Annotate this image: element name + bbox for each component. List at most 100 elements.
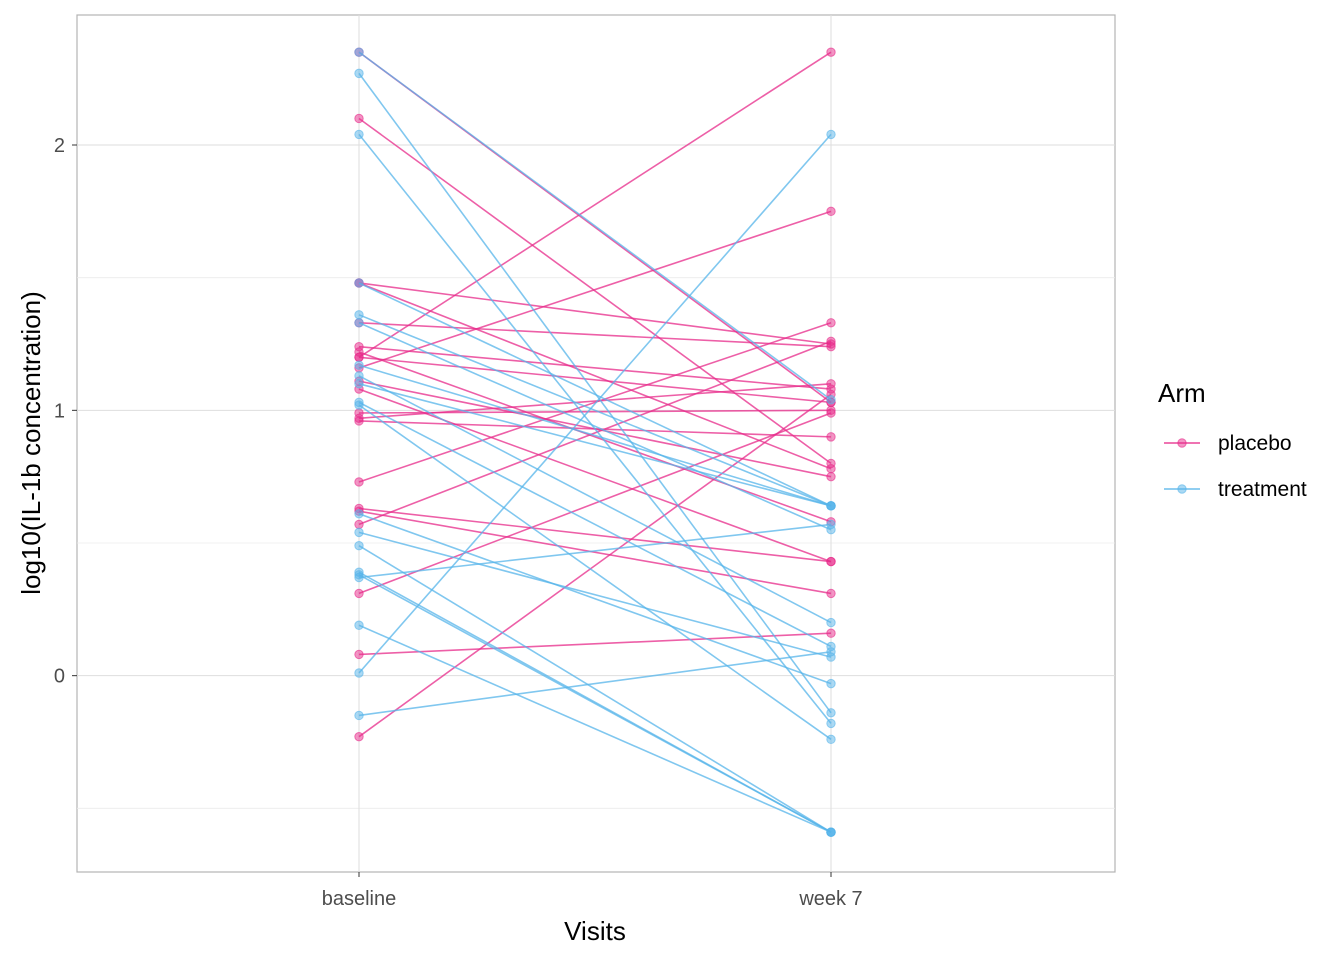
point-treatment-baseline: [354, 47, 364, 57]
point-treatment-week7: [826, 827, 836, 837]
x-axis-ticks: baseline week 7: [322, 872, 863, 910]
y-tick-label: 1: [54, 400, 65, 422]
legend: Arm placebo treatment: [1158, 378, 1307, 501]
point-placebo-week7: [826, 588, 836, 599]
plot-panel: [76, 14, 1116, 873]
point-treatment-baseline: [354, 620, 364, 630]
point-placebo-baseline: [354, 588, 364, 599]
point-placebo-baseline: [354, 352, 364, 362]
point-placebo-week7: [826, 318, 836, 328]
legend-label: placebo: [1218, 432, 1292, 455]
point-treatment-week7: [826, 617, 836, 628]
series-line-treatment: [358, 574, 832, 833]
series-layer: [354, 47, 836, 837]
legend-label: treatment: [1218, 478, 1307, 501]
grid-lines: [77, 15, 1115, 872]
y-axis-title: log10(IL-1b concentration): [16, 291, 46, 595]
point-placebo-week7: [826, 408, 836, 418]
legend-key-point: [1177, 484, 1187, 494]
point-placebo-baseline: [354, 113, 364, 124]
point-treatment-week7: [826, 519, 836, 530]
series-line-placebo: [358, 345, 832, 390]
y-tick-label: 2: [54, 135, 65, 157]
point-placebo-baseline: [354, 731, 364, 742]
series-line-treatment: [358, 404, 832, 740]
series-line-treatment: [358, 282, 832, 507]
y-tick-label: 0: [54, 666, 65, 688]
point-placebo-week7: [826, 471, 836, 482]
point-treatment-baseline: [354, 379, 364, 389]
point-placebo-week7: [826, 628, 836, 638]
series-line-treatment: [358, 624, 832, 833]
point-treatment-week7: [826, 718, 836, 729]
point-placebo-baseline: [354, 416, 364, 426]
series-line-placebo: [358, 412, 832, 595]
point-treatment-baseline: [354, 509, 364, 519]
series-line-placebo: [358, 356, 832, 404]
series-line-treatment: [358, 133, 832, 724]
series-line-placebo: [358, 510, 832, 595]
point-treatment-baseline: [354, 310, 364, 320]
series-line-treatment: [358, 383, 832, 507]
series-line-treatment: [358, 364, 832, 507]
point-treatment-baseline: [354, 527, 364, 538]
point-treatment-baseline: [354, 400, 364, 410]
series-line-treatment: [358, 375, 832, 624]
series-line-placebo: [358, 393, 832, 738]
point-placebo-week7: [826, 556, 836, 567]
series-line-treatment: [358, 51, 832, 401]
series-line-treatment: [358, 401, 832, 648]
series-line-treatment: [358, 322, 832, 531]
point-treatment-week7: [826, 734, 836, 745]
y-axis-ticks: 0 1 2: [54, 135, 77, 688]
point-treatment-week7: [826, 647, 836, 657]
point-treatment-baseline: [354, 371, 364, 381]
point-placebo-baseline: [354, 477, 364, 487]
series-line-treatment: [358, 72, 832, 714]
legend-title: Arm: [1158, 378, 1206, 408]
point-placebo-week7: [826, 379, 836, 389]
point-treatment-week7: [826, 678, 836, 689]
series-line-treatment: [358, 133, 832, 674]
point-placebo-week7: [826, 47, 836, 57]
point-placebo-week7: [826, 432, 836, 442]
series-line-placebo: [358, 383, 832, 420]
point-treatment-baseline: [354, 572, 364, 583]
point-placebo-week7: [826, 336, 836, 347]
point-treatment-week7: [826, 395, 836, 405]
point-treatment-week7: [826, 708, 836, 718]
series-treatment: [354, 47, 836, 837]
x-axis-title: Visits: [564, 916, 626, 946]
series-line-treatment: [358, 531, 832, 658]
series-line-placebo: [358, 210, 832, 369]
series-line-placebo: [358, 632, 832, 656]
series-line-placebo: [358, 351, 832, 523]
point-treatment-baseline: [354, 129, 364, 140]
point-placebo-week7: [826, 206, 836, 217]
series-line-treatment: [358, 523, 832, 579]
series-line-treatment: [358, 650, 832, 717]
legend-item-placebo: placebo: [1164, 432, 1292, 455]
point-treatment-baseline: [354, 68, 364, 79]
series-line-placebo: [358, 340, 832, 526]
point-treatment-baseline: [354, 710, 364, 721]
series-line-placebo: [358, 322, 832, 483]
point-treatment-week7: [826, 129, 836, 140]
series-line-placebo: [358, 51, 832, 358]
point-treatment-baseline: [354, 360, 364, 370]
series-line-placebo: [358, 117, 832, 465]
series-line-placebo: [358, 282, 832, 470]
x-tick-label: baseline: [322, 888, 397, 910]
point-treatment-baseline: [354, 540, 364, 551]
point-treatment-baseline: [354, 278, 364, 288]
legend-item-treatment: treatment: [1164, 478, 1307, 501]
panel-border: [76, 14, 1116, 873]
point-treatment-baseline: [354, 318, 364, 328]
series-line-treatment: [358, 513, 832, 685]
series-line-treatment: [358, 544, 832, 833]
point-placebo-baseline: [354, 519, 364, 530]
point-placebo-baseline: [354, 649, 364, 660]
series-line-placebo: [358, 507, 832, 563]
series-line-treatment: [358, 314, 832, 507]
